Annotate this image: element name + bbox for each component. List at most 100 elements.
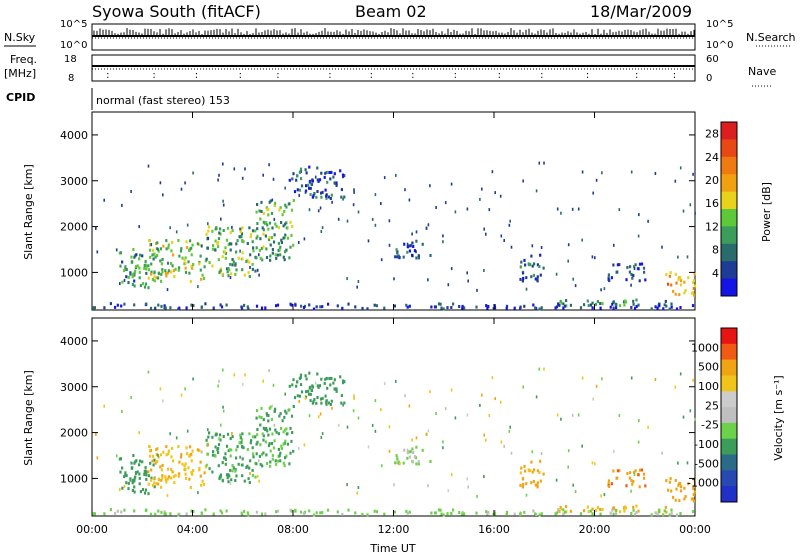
power-cell [654, 305, 657, 309]
velocity-cell [342, 403, 344, 407]
power-cell [313, 192, 316, 195]
power-cell [283, 209, 286, 213]
power-cell [119, 282, 121, 286]
velocity-cell [138, 431, 140, 435]
power-cell [201, 273, 204, 277]
velocity-cell [149, 454, 152, 458]
velocity-cell [279, 459, 282, 463]
power-cell [258, 273, 260, 277]
power-cell [197, 285, 199, 289]
velocity-cell [190, 452, 193, 456]
power-cell [560, 211, 562, 215]
velocity-cell [679, 512, 682, 515]
power-cell [271, 198, 274, 202]
power-cell [691, 304, 695, 308]
velocity-cell [123, 475, 126, 479]
power-cell [219, 232, 222, 236]
power-colorbar-label: Power [dB] [760, 182, 773, 242]
power-cell [124, 265, 127, 269]
velocity-cell [346, 483, 348, 487]
velocity-cell [167, 452, 170, 456]
velocity-cell [674, 498, 677, 502]
power-cell [267, 227, 270, 231]
velocity-cell [282, 442, 285, 446]
velocity-cell [162, 450, 165, 454]
power-cell [611, 302, 614, 306]
power-cell [643, 270, 646, 274]
power-cell [228, 268, 231, 272]
velocity-cell [638, 419, 640, 423]
cpid-value: normal (fast stereo) 153 [96, 94, 230, 107]
power-cell [156, 241, 159, 245]
power-cell [692, 172, 694, 176]
velocity-cell [421, 448, 424, 452]
velocity-cell [308, 509, 311, 513]
velocity-cell [442, 440, 444, 444]
velocity-cell [635, 504, 638, 508]
power-cell [599, 306, 602, 310]
velocity-cell [116, 509, 119, 513]
velocity-cell [234, 469, 237, 473]
power-cell [145, 302, 148, 306]
power-cell [221, 255, 224, 259]
velocity-cell [509, 425, 511, 429]
velocity-cell [131, 489, 134, 492]
velocity-cell [493, 510, 496, 514]
power-colorbar-tick: 4 [712, 267, 719, 280]
velocity-cell [267, 444, 271, 448]
power-cell [231, 229, 234, 233]
velocity-cell [560, 417, 562, 421]
velocity-cell [243, 479, 246, 483]
velocity-cell [564, 510, 567, 514]
power-cell [103, 198, 105, 202]
velocity-cell [291, 431, 294, 434]
velocity-cell [248, 466, 251, 470]
velocity-cell [262, 418, 265, 422]
power-cell [157, 271, 160, 275]
power-cell [262, 228, 265, 232]
power-cell [314, 175, 317, 179]
power-cell [411, 253, 414, 257]
power-cell [304, 190, 307, 194]
velocity-cell [251, 446, 254, 450]
velocity-cell [184, 472, 187, 476]
velocity-cell [692, 486, 695, 490]
power-cell [260, 306, 264, 310]
velocity-cell [269, 464, 272, 468]
velocity-cell [214, 433, 217, 437]
nave-mark: : [673, 70, 676, 81]
velocity-cell [450, 512, 453, 515]
velocity-cell [277, 447, 280, 451]
velocity-cell [251, 435, 255, 439]
velocity-cell [429, 390, 431, 394]
velocity-cell [615, 512, 618, 516]
power-cell [179, 249, 183, 253]
power-cell [612, 300, 615, 304]
velocity-cell [689, 409, 692, 413]
velocity-cell [166, 494, 169, 498]
power-cell [319, 305, 322, 309]
velocity-colorbar-segment [721, 328, 737, 345]
velocity-cell [125, 474, 128, 477]
velocity-cell [255, 416, 258, 420]
power-cell [337, 217, 340, 221]
velocity-cell [305, 377, 308, 381]
velocity-colorbar-segment [721, 359, 737, 376]
power-cell [251, 267, 254, 271]
velocity-cell [300, 510, 303, 514]
velocity-cell [664, 505, 667, 509]
power-cell [536, 263, 539, 267]
power-cell [488, 208, 491, 212]
power-cell [531, 244, 534, 248]
power-cell [640, 262, 644, 266]
velocity-cell [227, 449, 230, 453]
power-cell [145, 271, 148, 275]
power-cell [429, 184, 431, 188]
power-cell [264, 222, 267, 225]
power-cell [481, 187, 483, 191]
velocity-cell [425, 432, 428, 436]
power-cell [505, 306, 508, 310]
power-cell [164, 269, 167, 273]
power-cell [153, 279, 156, 283]
power-cell [493, 306, 497, 310]
